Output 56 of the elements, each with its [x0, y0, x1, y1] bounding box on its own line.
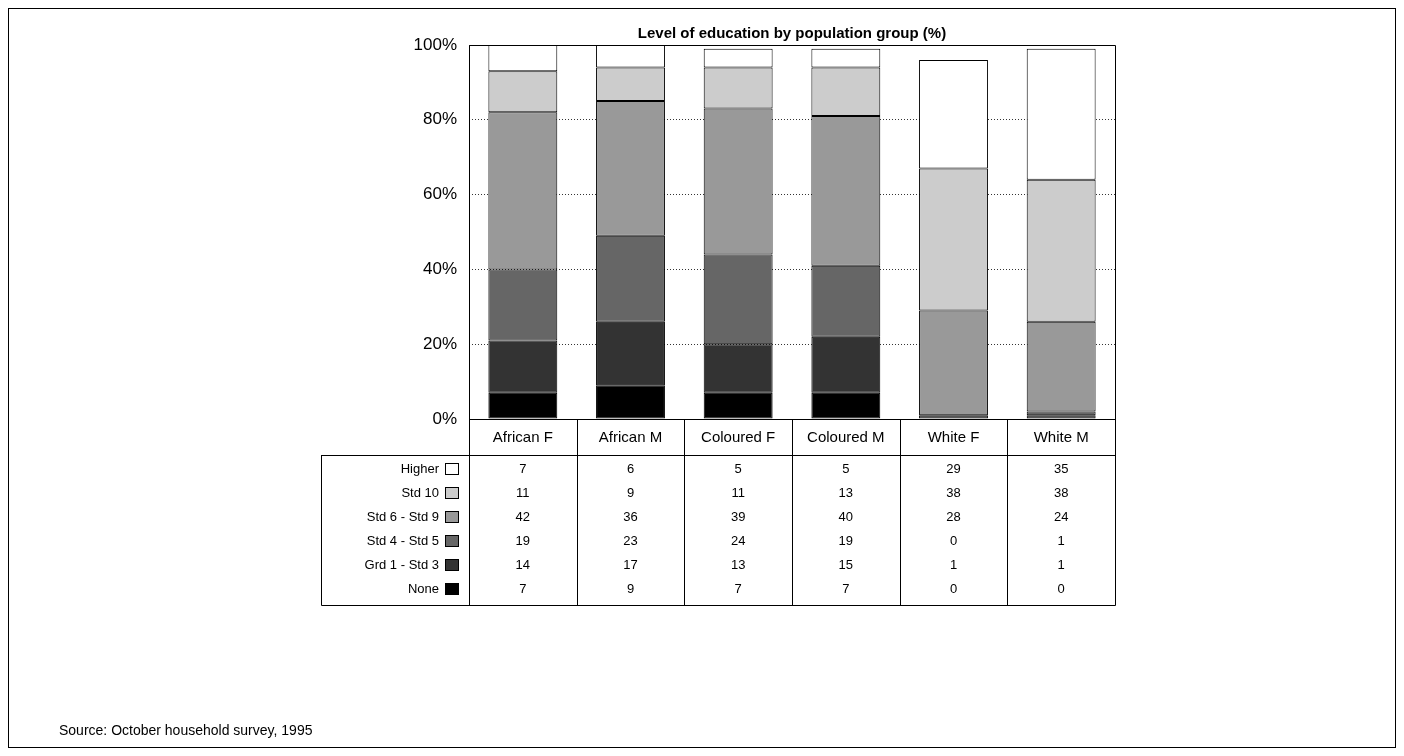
- data-label: 0: [949, 580, 958, 596]
- data-label: 15: [838, 556, 854, 572]
- data-label: 1: [949, 556, 958, 572]
- data-label: 7: [842, 580, 850, 596]
- data-label: 1: [1057, 556, 1065, 572]
- data-label: 0: [949, 532, 958, 548]
- data-label: 42: [515, 508, 531, 524]
- chart-title: Level of education by population group (%): [637, 23, 947, 41]
- data-label: 5: [734, 460, 742, 476]
- data-label: 5: [842, 460, 850, 476]
- data-label: 19: [838, 532, 854, 548]
- data-label: 17: [623, 556, 638, 572]
- data-label: 1: [1057, 532, 1065, 548]
- data-label: 7: [734, 580, 742, 596]
- legend-label: Std 6 - Std 9: [366, 508, 439, 524]
- data-label: 11: [731, 484, 745, 500]
- data-label: 24: [1053, 508, 1069, 524]
- legend-label: Std 4 - Std 5: [366, 532, 439, 548]
- data-label: 38: [1053, 484, 1069, 500]
- y-tick-label: 80%: [422, 109, 457, 129]
- data-label: 6: [626, 460, 635, 476]
- data-label: 9: [626, 580, 635, 596]
- data-label: 36: [623, 508, 638, 524]
- y-tick-label: 60%: [422, 184, 457, 204]
- x-tick-label: African F: [492, 428, 553, 446]
- source-note: Source: October household survey, 1995: [59, 722, 313, 738]
- y-tick-label: 40%: [422, 259, 457, 279]
- data-label: 7: [519, 580, 527, 596]
- data-label: 24: [730, 532, 746, 548]
- y-tick-label: 100%: [413, 34, 457, 54]
- data-label: 29: [946, 460, 961, 476]
- data-label: 13: [730, 556, 746, 572]
- x-tick-label: African M: [598, 428, 663, 446]
- data-label: 9: [626, 484, 635, 500]
- data-label: 11: [516, 484, 530, 500]
- x-tick-label: Coloured F: [701, 428, 776, 446]
- data-label: 23: [623, 532, 638, 548]
- data-label: 28: [946, 508, 961, 524]
- x-tick-label: White M: [1033, 428, 1089, 446]
- legend-label: Higher: [400, 460, 440, 476]
- data-label: 14: [515, 556, 531, 572]
- legend-label: Std 10: [401, 484, 439, 500]
- data-label: 35: [1053, 460, 1069, 476]
- data-label: 40: [838, 508, 854, 524]
- data-label: 13: [838, 484, 854, 500]
- data-label: 19: [515, 532, 531, 548]
- x-tick-label: White F: [927, 428, 980, 446]
- data-label: 0: [1057, 580, 1065, 596]
- data-label: 38: [946, 484, 961, 500]
- legend-label: Grd 1 - Std 3: [364, 556, 439, 572]
- data-label: 39: [730, 508, 746, 524]
- legend-label: None: [407, 580, 439, 596]
- data-label: 7: [519, 460, 527, 476]
- y-tick-label: 20%: [422, 333, 457, 353]
- x-tick-label: Coloured M: [807, 428, 885, 446]
- y-tick-label: 0%: [432, 408, 457, 428]
